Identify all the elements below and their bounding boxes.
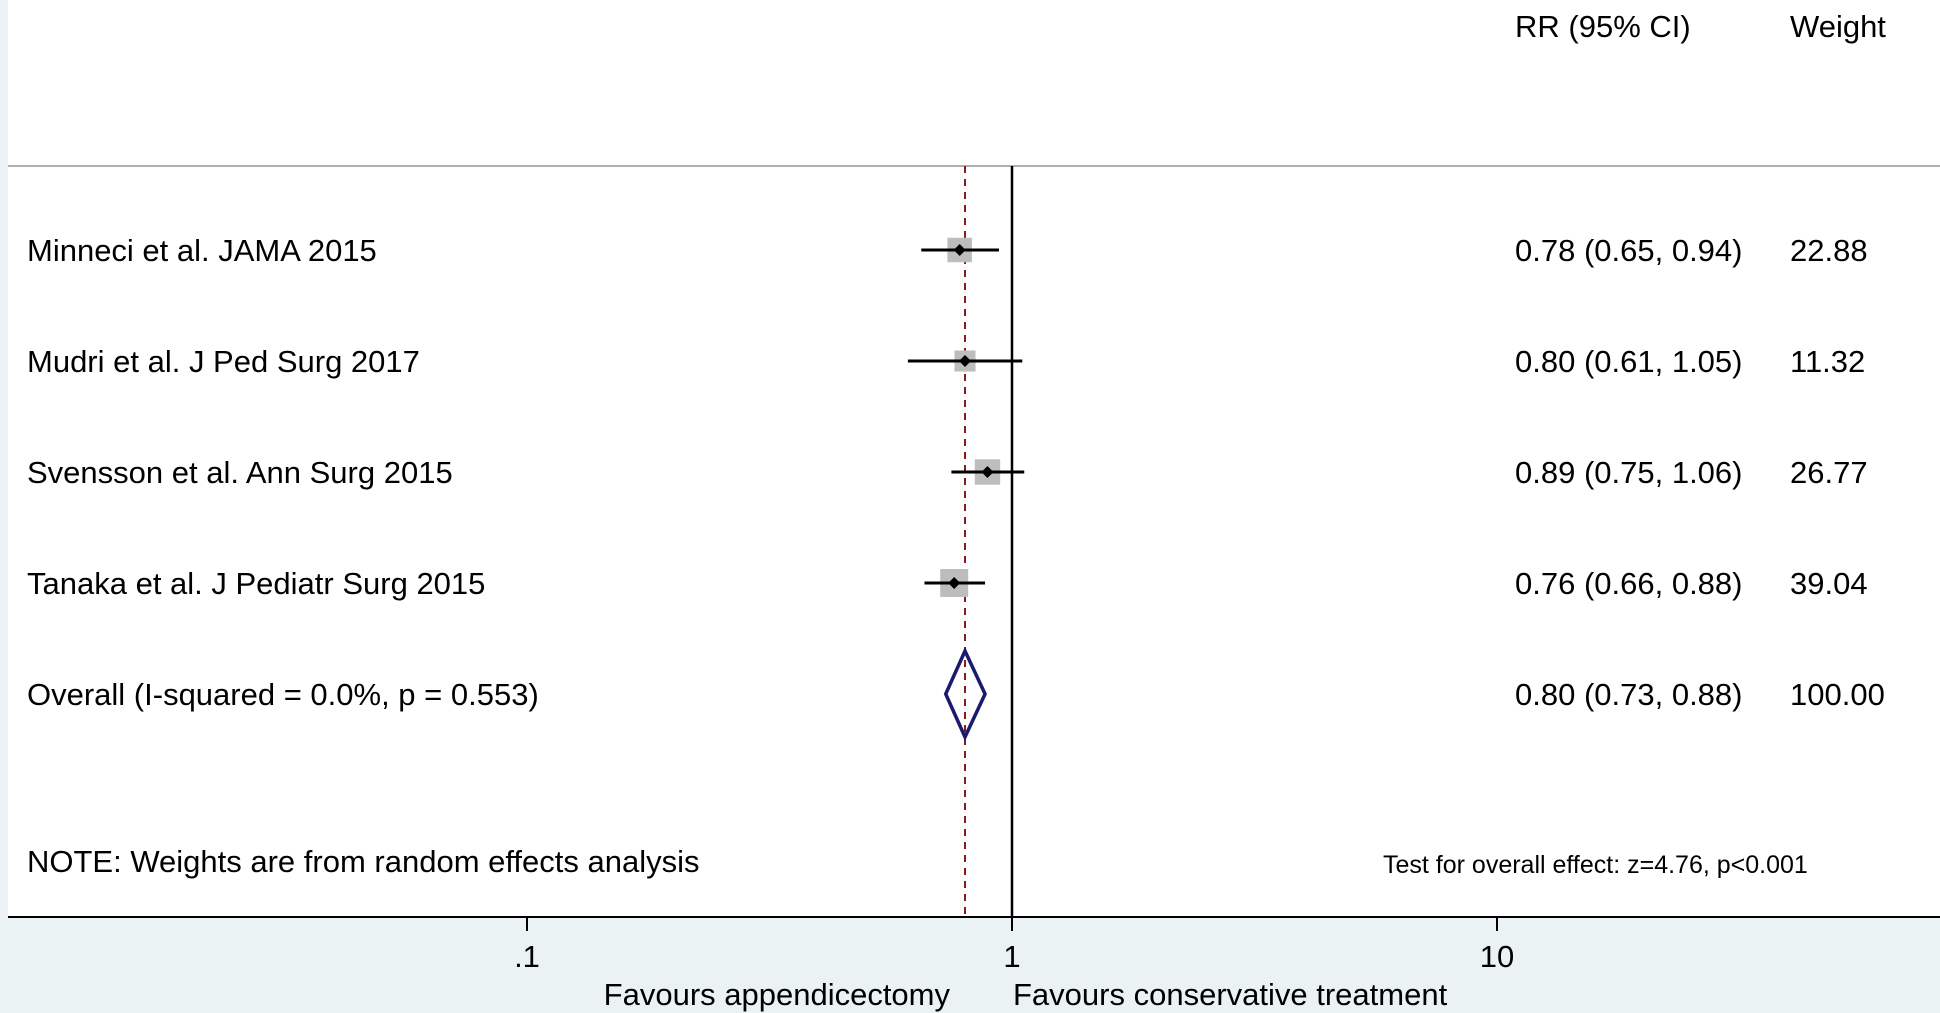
study-effect: 0.78 (0.65, 0.94) [1515,233,1743,268]
study-effect: 0.89 (0.75, 1.06) [1515,455,1743,490]
study-weight: 39.04 [1790,566,1868,601]
study-label: Minneci et al. JAMA 2015 [27,233,377,268]
study-weight: 22.88 [1790,233,1868,268]
overall-effect-test: Test for overall effect: z=4.76, p<0.001 [1383,851,1808,879]
study-point-estimate [948,577,961,589]
study-label: Svensson et al. Ann Surg 2015 [27,455,453,490]
overall-label: Overall (I-squared = 0.0%, p = 0.553) [27,677,539,712]
chart-marks [907,166,1025,917]
study-effect: 0.76 (0.66, 0.88) [1515,566,1743,601]
study-weight: 11.32 [1790,344,1865,379]
study-rows: Minneci et al. JAMA 2015 0.78 (0.65, 0.94… [27,233,1885,712]
study-point-estimate [958,355,971,367]
plot-background [8,0,1940,918]
overall-diamond [943,646,988,742]
x-tick-label: 1 [1003,939,1020,974]
column-header-weight: Weight [1790,9,1886,44]
column-header-effect: RR (95% CI) [1515,9,1691,44]
favours-left-label: Favours appendicectomy [604,977,951,1012]
study-weight: 26.77 [1790,455,1868,490]
x-tick-label: 10 [1480,939,1514,974]
overall-weight: 100.00 [1790,677,1885,712]
x-axis-ticks: .1 1 10 [514,917,1514,974]
x-tick-label: .1 [514,939,540,974]
study-point-estimate [981,466,994,478]
study-effect: 0.80 (0.61, 1.05) [1515,344,1743,379]
study-label: Mudri et al. J Ped Surg 2017 [27,344,420,379]
note-text: NOTE: Weights are from random effects an… [27,844,700,879]
favours-right-label: Favours conservative treatment [1013,977,1448,1012]
study-point-estimate [953,244,966,256]
overall-effect: 0.80 (0.73, 0.88) [1515,677,1743,712]
study-label: Tanaka et al. J Pediatr Surg 2015 [27,566,485,601]
